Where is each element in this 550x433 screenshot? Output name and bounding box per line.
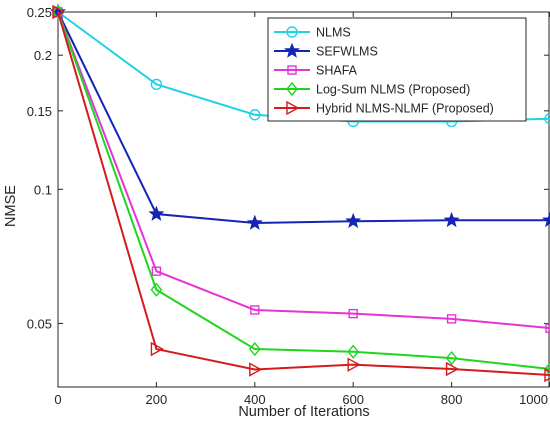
data-point [445,351,458,366]
legend-box [267,17,527,122]
legend-label: Log-Sum NLMS (Proposed) [316,83,470,97]
series-4 [52,4,550,383]
series-line [57,11,550,371]
legend-label: NLMS [316,26,351,40]
y-tick-label: 0.15 [27,104,52,119]
data-point [544,367,550,383]
data-point [348,308,358,319]
data-point [52,4,66,20]
y-axis-label: NMSE [3,185,19,227]
data-point [345,212,362,228]
data-point [248,341,261,357]
legend-label: Hybrid NLMS-NLMF (Proposed) [316,102,494,116]
series-line [57,11,550,377]
data-point [150,341,164,357]
x-tick-label: 1000 [519,392,548,407]
data-point [443,211,460,228]
data-point [150,282,163,297]
legend-label: SEFWLMS [316,45,378,59]
x-tick-label: 800 [441,392,463,407]
y-tick-label: 0.2 [34,48,52,63]
x-axis-ticks: 0 200 400 600 800 1000 [54,12,550,407]
x-tick-label: 200 [146,392,168,407]
data-point [148,205,165,221]
legend-marker [284,42,300,58]
data-point [151,266,162,276]
data-point [347,357,361,372]
data-point [150,78,163,91]
y-tick-label: 0.25 [27,5,52,20]
x-tick-label: 400 [244,392,266,407]
data-point [249,362,263,377]
data-point [544,361,550,377]
series-line [57,11,550,330]
legend-marker [286,100,300,116]
legend-label: SHAFA [316,64,358,78]
legend-marker [287,65,297,75]
data-point [249,109,261,121]
y-tick-label: 0.05 [27,316,52,331]
data-point [544,113,550,125]
series-3 [52,4,550,377]
series-1 [50,3,550,230]
legend-marker [286,81,298,97]
legend: NLMS SEFWLMS SHAFA Log-Sum NLMS (Proposed) H… [267,17,527,122]
data-series [50,3,550,383]
series-line [57,11,550,225]
data-point [246,214,263,230]
data-point [545,323,550,333]
data-point [542,211,550,228]
y-axis-ticks: 0.05 0.1 0.15 0.2 0.25 [27,5,549,331]
data-point [347,344,360,359]
x-axis-label: Number of Iterations [238,404,369,420]
y-tick-label: 0.1 [34,182,52,197]
x-tick-label: 0 [54,392,61,407]
data-point [445,361,460,377]
x-tick-label: 600 [342,392,364,407]
data-point [250,305,260,315]
data-point [446,314,457,324]
legend-marker [286,26,298,38]
